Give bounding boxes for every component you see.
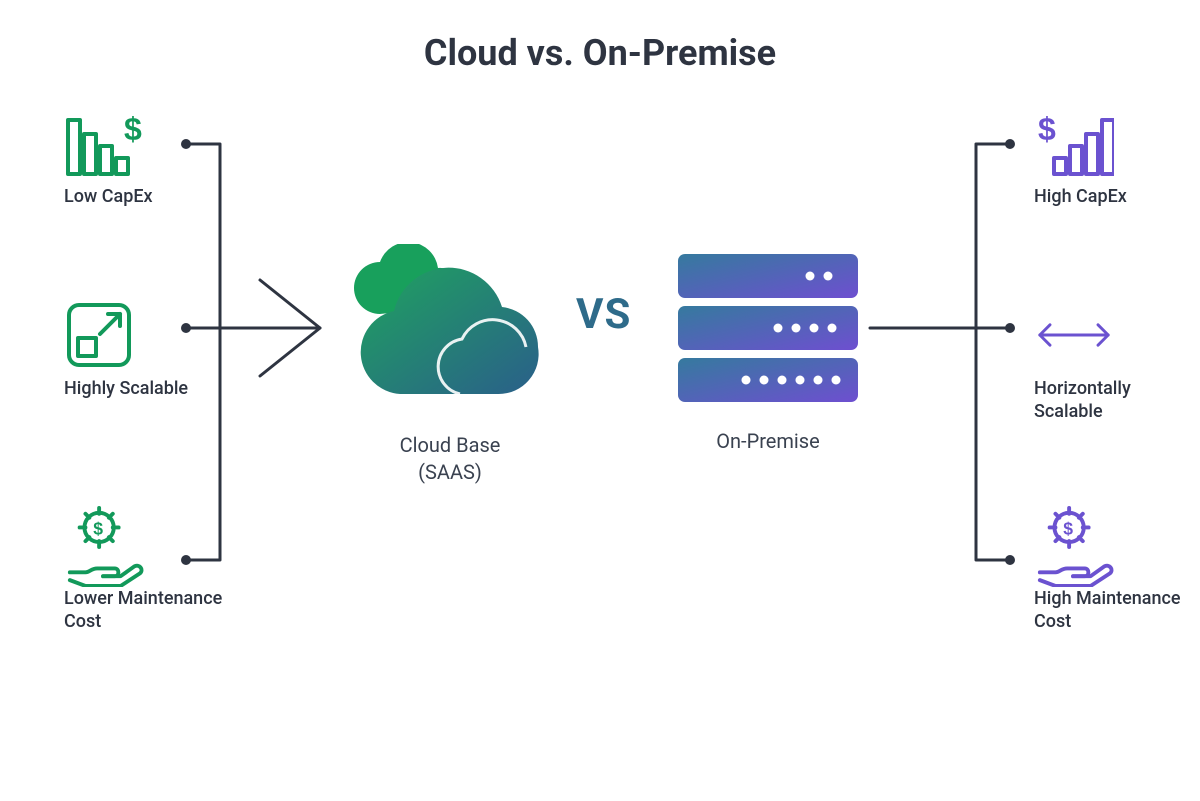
- expand-square-icon: [64, 300, 144, 370]
- feature-label: Horizontally Scalable: [1034, 378, 1194, 423]
- cloud-icon: [340, 244, 560, 414]
- svg-text:$: $: [124, 114, 142, 147]
- onprem-feature-scalable: Horizontally Scalable: [1034, 300, 1194, 423]
- bars-up-dollar-icon: $: [1034, 108, 1114, 178]
- left-connector: [180, 120, 340, 580]
- bars-down-dollar-icon: $: [64, 108, 144, 178]
- feature-label: High CapEx: [1034, 186, 1194, 209]
- onprem-label: On-Premise: [678, 428, 858, 455]
- feature-label: Lower Maintenance Cost: [64, 588, 224, 633]
- feature-label: High Maintenance Cost: [1034, 588, 1194, 633]
- page-title: Cloud vs. On-Premise: [0, 32, 1200, 74]
- onprem-feature-capex: $ High CapEx: [1034, 108, 1194, 209]
- svg-text:$: $: [93, 518, 103, 538]
- hand-gear-dollar-icon: $: [64, 510, 144, 580]
- server-icon: [678, 250, 858, 410]
- arrows-horizontal-icon: [1034, 300, 1114, 370]
- comparison-diagram: Cloud vs. On-Premise $ Low CapEx: [0, 0, 1200, 801]
- svg-text:$: $: [1038, 114, 1056, 147]
- svg-text:$: $: [1063, 518, 1073, 538]
- right-connector: [866, 120, 1016, 580]
- cloud-label: Cloud Base (SAAS): [340, 432, 560, 486]
- vs-label: VS: [576, 290, 631, 339]
- onprem-feature-maintenance: $ High Maintenance Cost: [1034, 510, 1194, 633]
- hand-gear-dollar-icon: $: [1034, 510, 1114, 580]
